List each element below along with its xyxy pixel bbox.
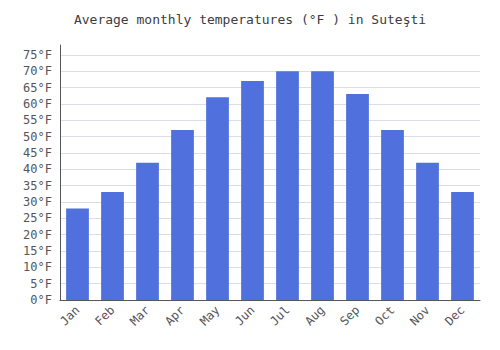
svg-text:10°F: 10°F — [23, 260, 52, 274]
svg-text:70°F: 70°F — [23, 64, 52, 78]
svg-text:Average monthly temperatures (: Average monthly temperatures (°F ) in Su… — [74, 12, 426, 27]
svg-text:50°F: 50°F — [23, 130, 52, 144]
svg-text:55°F: 55°F — [23, 113, 52, 127]
svg-text:45°F: 45°F — [23, 146, 52, 160]
svg-text:Apr: Apr — [162, 303, 187, 328]
svg-text:Sep: Sep — [337, 303, 362, 328]
svg-text:5°F: 5°F — [30, 277, 52, 291]
svg-text:25°F: 25°F — [23, 211, 52, 225]
svg-text:35°F: 35°F — [23, 179, 52, 193]
svg-text:Jun: Jun — [232, 303, 257, 328]
svg-text:30°F: 30°F — [23, 195, 52, 209]
svg-text:Mar: Mar — [127, 303, 152, 328]
svg-text:Jan: Jan — [57, 303, 82, 328]
svg-text:15°F: 15°F — [23, 244, 52, 258]
svg-text:Oct: Oct — [372, 303, 397, 328]
svg-text:60°F: 60°F — [23, 97, 52, 111]
svg-text:0°F: 0°F — [30, 293, 52, 307]
svg-text:Jul: Jul — [267, 303, 292, 328]
svg-text:Dec: Dec — [442, 303, 467, 328]
svg-text:75°F: 75°F — [23, 48, 52, 62]
svg-text:Nov: Nov — [407, 303, 432, 328]
svg-text:40°F: 40°F — [23, 162, 52, 176]
svg-text:65°F: 65°F — [23, 81, 52, 95]
svg-text:Feb: Feb — [92, 303, 117, 328]
svg-text:Aug: Aug — [302, 303, 327, 328]
svg-text:May: May — [197, 303, 222, 328]
svg-text:20°F: 20°F — [23, 228, 52, 242]
